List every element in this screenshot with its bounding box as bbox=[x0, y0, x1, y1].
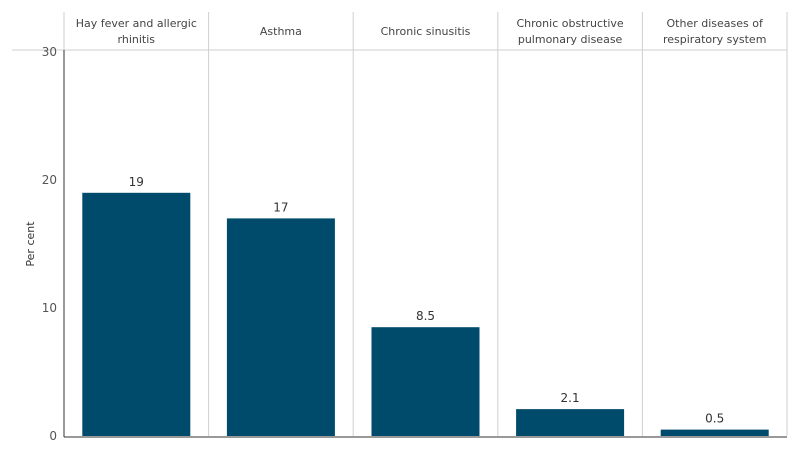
bar bbox=[82, 192, 191, 436]
category-label: rhinitis bbox=[118, 33, 156, 46]
bar bbox=[516, 409, 625, 436]
category-label: Chronic sinusitis bbox=[381, 25, 471, 38]
bar bbox=[226, 218, 335, 436]
data-label: 2.1 bbox=[561, 391, 580, 405]
category-label: Other diseases of bbox=[667, 17, 764, 30]
data-label: 0.5 bbox=[705, 412, 724, 426]
category-label: respiratory system bbox=[663, 33, 766, 46]
data-label: 19 bbox=[129, 175, 144, 189]
data-label: 17 bbox=[273, 200, 288, 214]
category-label: Asthma bbox=[260, 25, 302, 38]
category-label: pulmonary disease bbox=[518, 33, 623, 46]
bar bbox=[660, 429, 769, 436]
category-label: Hay fever and allergic bbox=[76, 17, 197, 30]
bar bbox=[371, 327, 480, 436]
y-tick-label: 30 bbox=[42, 45, 57, 59]
y-tick-label: 0 bbox=[49, 429, 57, 443]
y-tick-label: 20 bbox=[42, 173, 57, 187]
data-label: 8.5 bbox=[416, 309, 435, 323]
y-tick-label: 10 bbox=[42, 301, 57, 315]
y-axis-label: Per cent bbox=[24, 221, 37, 267]
category-label: Chronic obstructive bbox=[517, 17, 624, 30]
